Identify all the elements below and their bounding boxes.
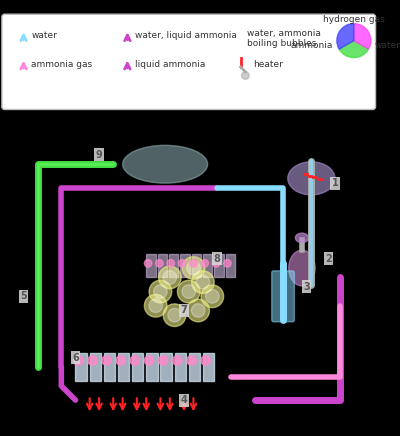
Circle shape — [173, 356, 182, 365]
Circle shape — [224, 259, 231, 267]
Circle shape — [187, 261, 200, 275]
Circle shape — [158, 266, 181, 289]
Circle shape — [149, 299, 162, 313]
Ellipse shape — [295, 233, 308, 242]
Circle shape — [144, 259, 152, 267]
FancyBboxPatch shape — [2, 14, 376, 109]
Text: boiling bubbles: boiling bubbles — [247, 39, 316, 48]
Ellipse shape — [289, 250, 315, 286]
Circle shape — [182, 285, 196, 298]
Polygon shape — [146, 353, 158, 381]
Polygon shape — [158, 254, 167, 277]
Circle shape — [242, 72, 249, 79]
Circle shape — [190, 259, 197, 267]
Text: 7: 7 — [181, 306, 187, 316]
Circle shape — [149, 280, 172, 303]
Polygon shape — [160, 353, 172, 381]
Ellipse shape — [288, 162, 335, 195]
Polygon shape — [203, 353, 214, 381]
Circle shape — [158, 356, 168, 365]
Text: water, ammonia: water, ammonia — [247, 28, 321, 37]
Text: 1: 1 — [332, 178, 338, 188]
Circle shape — [74, 356, 83, 365]
Ellipse shape — [123, 145, 208, 183]
Text: 5: 5 — [20, 291, 27, 301]
Text: water: water — [375, 41, 400, 50]
Circle shape — [156, 259, 163, 267]
Circle shape — [177, 280, 200, 303]
Text: 9: 9 — [96, 150, 102, 160]
Text: hydrogen gas: hydrogen gas — [323, 15, 385, 24]
Circle shape — [212, 259, 220, 267]
Circle shape — [201, 285, 224, 308]
Polygon shape — [180, 254, 190, 277]
Ellipse shape — [288, 162, 335, 195]
Ellipse shape — [123, 145, 208, 183]
Polygon shape — [189, 353, 200, 381]
Polygon shape — [192, 254, 201, 277]
Circle shape — [163, 271, 177, 284]
Text: 6: 6 — [72, 353, 79, 363]
Text: heater: heater — [253, 60, 283, 69]
Circle shape — [192, 271, 214, 293]
Wedge shape — [354, 24, 371, 49]
Circle shape — [206, 290, 219, 303]
Polygon shape — [146, 254, 156, 277]
Circle shape — [130, 356, 140, 365]
Polygon shape — [226, 254, 235, 277]
Polygon shape — [90, 353, 101, 381]
Circle shape — [102, 356, 111, 365]
FancyBboxPatch shape — [272, 271, 294, 322]
Polygon shape — [104, 353, 115, 381]
Text: 8: 8 — [214, 254, 220, 264]
Text: ammonia: ammonia — [291, 41, 333, 50]
Polygon shape — [118, 353, 129, 381]
Circle shape — [201, 259, 208, 267]
Text: 3: 3 — [303, 282, 310, 292]
Wedge shape — [339, 41, 368, 58]
Circle shape — [182, 257, 205, 279]
Polygon shape — [76, 353, 87, 381]
Circle shape — [154, 285, 167, 298]
Circle shape — [163, 304, 186, 327]
Circle shape — [196, 276, 210, 289]
Circle shape — [88, 356, 97, 365]
Circle shape — [178, 259, 186, 267]
Ellipse shape — [123, 145, 208, 183]
Text: water, liquid ammonia: water, liquid ammonia — [135, 31, 237, 41]
Text: 2: 2 — [325, 254, 332, 264]
Text: 4: 4 — [181, 395, 187, 405]
Polygon shape — [132, 353, 144, 381]
Text: water: water — [31, 31, 57, 41]
Circle shape — [144, 294, 167, 317]
Circle shape — [187, 356, 196, 365]
Text: ammonia gas: ammonia gas — [31, 60, 92, 69]
Polygon shape — [169, 254, 178, 277]
Polygon shape — [214, 254, 224, 277]
Text: liquid ammonia: liquid ammonia — [135, 60, 205, 69]
Circle shape — [144, 356, 154, 365]
Polygon shape — [203, 254, 212, 277]
Polygon shape — [174, 353, 186, 381]
Wedge shape — [337, 24, 354, 49]
Circle shape — [201, 356, 210, 365]
Circle shape — [191, 304, 205, 317]
Circle shape — [168, 308, 181, 322]
Circle shape — [116, 356, 126, 365]
Circle shape — [167, 259, 174, 267]
Circle shape — [187, 299, 210, 322]
